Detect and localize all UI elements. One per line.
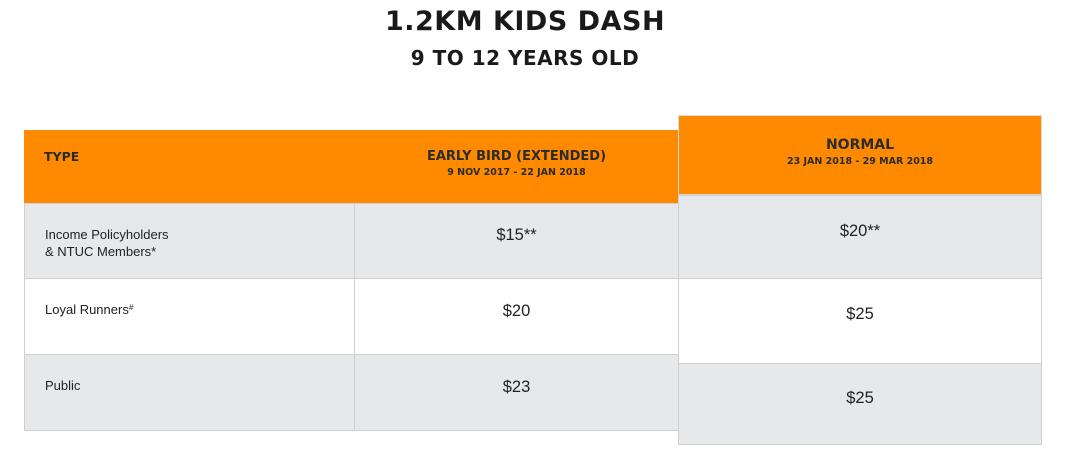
header-type: TYPE [44,149,80,164]
row-type-footnote: # [128,303,134,312]
table-cell-normal: $20** [678,195,1042,279]
table-header: TYPE EARLY BIRD (EXTENDED) 9 NOV 2017 - … [24,130,678,203]
price-normal: $25 [846,389,874,407]
row-type-label: Public [45,378,81,393]
table-cell-normal: $25 [678,278,1042,364]
page-subtitle: 9 TO 12 YEARS OLD [410,46,640,70]
price-early-bird: $15** [496,226,537,244]
normal-dates: 23 JAN 2018 - 29 MAR 2018 [786,156,934,167]
price-early-bird: $23 [502,378,531,396]
early-bird-dates: 9 NOV 2017 - 22 JAN 2018 [447,167,586,178]
table-row-type-cell: Public [24,354,355,431]
early-bird-label: EARLY BIRD (EXTENDED) [426,149,607,164]
table-cell-normal: $25 [678,363,1042,445]
row-type-label-line2: & NTUC Members* [45,244,157,259]
price-normal: $20** [839,222,881,240]
row-type-label: Loyal Runners [45,302,129,317]
header-early-bird: EARLY BIRD (EXTENDED) 9 NOV 2017 - 22 JA… [355,149,678,178]
header-normal: NORMAL 23 JAN 2018 - 29 MAR 2018 [678,115,1042,195]
table-row-type-cell: Loyal Runners# [24,278,355,355]
price-early-bird: $20 [502,302,531,320]
table-cell-early-bird: $23 [354,354,679,431]
page-title: 1.2KM KIDS DASH [384,6,666,37]
row-type-label: Income Policyholders [45,227,169,242]
table-row-type-cell: Income Policyholders & NTUC Members* [24,203,355,279]
price-normal: $25 [846,305,874,323]
table-cell-early-bird: $15** [354,203,679,279]
table-cell-early-bird: $20 [354,278,679,355]
normal-label: NORMAL [825,137,895,153]
